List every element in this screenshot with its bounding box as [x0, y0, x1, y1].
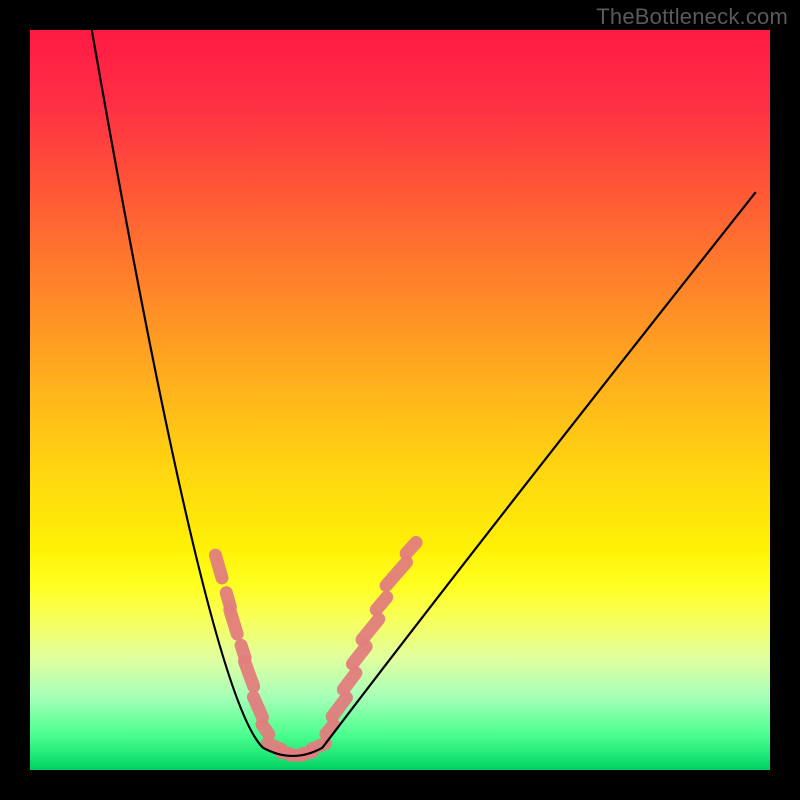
curve-overlay	[30, 30, 770, 770]
curve-marker	[207, 547, 230, 586]
curve-marker	[377, 553, 416, 595]
chart-plot-area	[30, 30, 770, 770]
curve-marker	[236, 653, 262, 695]
watermark-text: TheBottleneck.com	[596, 4, 788, 30]
curve-marker	[222, 602, 246, 642]
bottleneck-curve	[89, 30, 755, 756]
marker-group	[207, 533, 425, 761]
